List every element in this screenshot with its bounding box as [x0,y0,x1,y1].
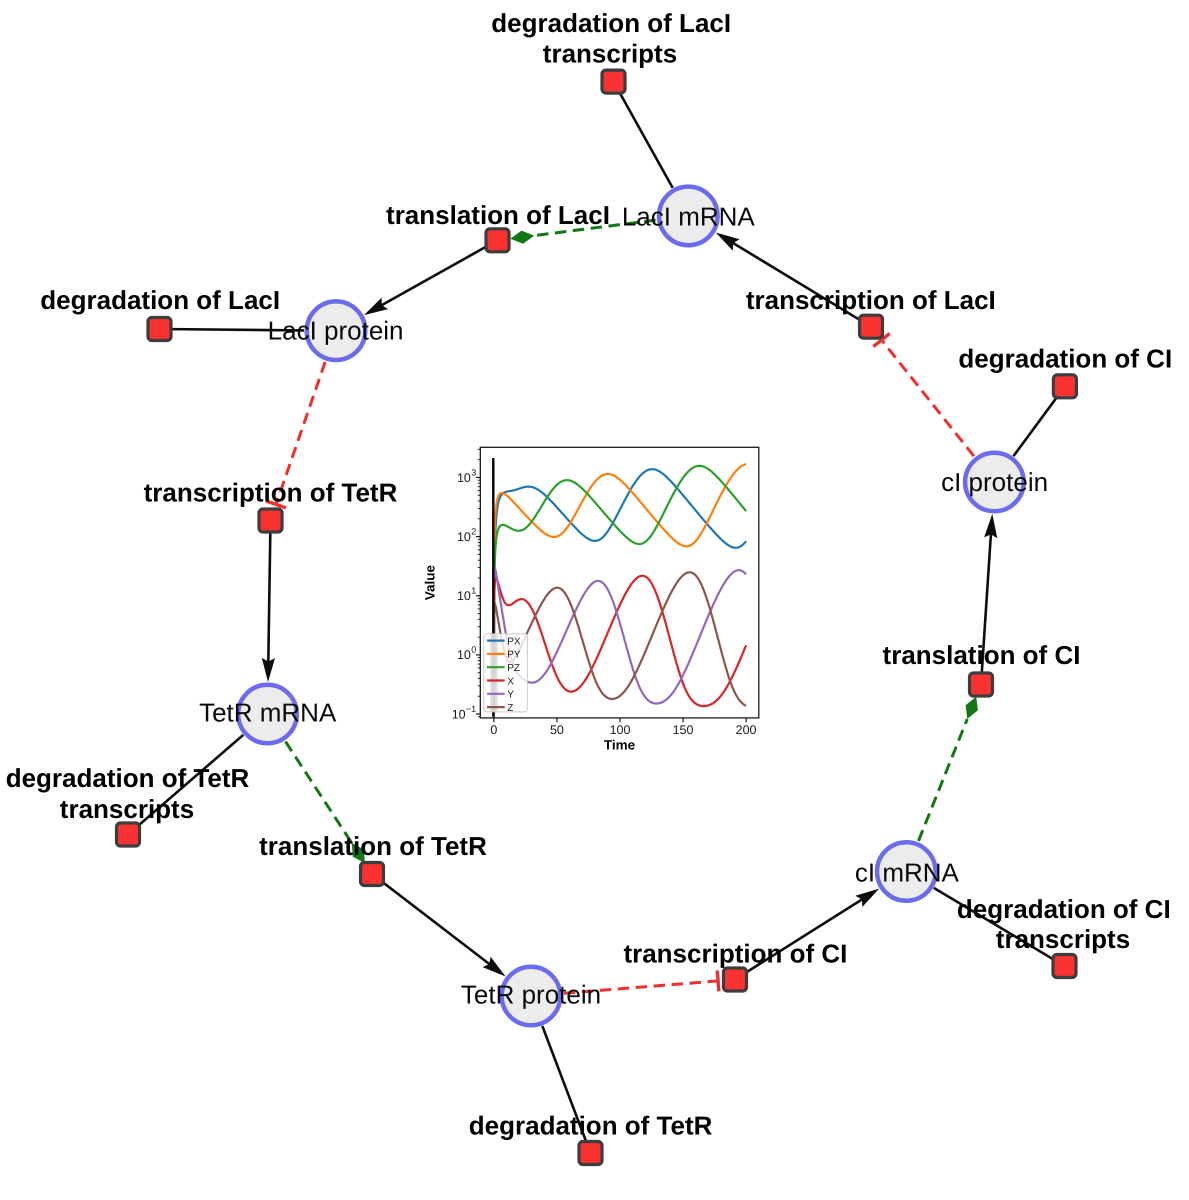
svg-text:0: 0 [490,723,497,737]
svg-text:Time: Time [604,738,636,753]
svg-text:2: 2 [471,526,476,536]
svg-text:50: 50 [550,723,564,737]
svg-text:degradation of LacI: degradation of LacI [40,285,280,315]
svg-text:transcripts: transcripts [996,924,1130,954]
svg-text:transcription of CI: transcription of CI [623,938,847,968]
svg-text:LacI protein: LacI protein [268,315,404,345]
svg-text:cI mRNA: cI mRNA [855,858,960,888]
svg-text:10: 10 [457,648,471,662]
svg-text:transcripts: transcripts [60,794,194,824]
svg-text:degradation of TetR: degradation of TetR [6,763,250,793]
svg-text:LacI mRNA: LacI mRNA [622,202,756,232]
svg-text:10: 10 [457,530,471,544]
svg-text:100: 100 [610,723,631,737]
svg-text:0: 0 [471,645,476,655]
svg-text:cI protein: cI protein [941,467,1048,497]
svg-text:transcription of TetR: transcription of TetR [144,477,398,507]
svg-text:degradation of LacI: degradation of LacI [491,8,731,38]
svg-text:3: 3 [471,467,476,477]
svg-text:1: 1 [471,586,476,596]
svg-text:degradation of CI: degradation of CI [958,344,1172,374]
svg-text:150: 150 [673,723,694,737]
svg-text:degradation of CI: degradation of CI [957,894,1171,924]
svg-text:degradation of TetR: degradation of TetR [469,1110,713,1140]
svg-text:Z: Z [507,703,513,714]
svg-text:PY: PY [507,650,521,661]
svg-text:translation of TetR: translation of TetR [259,831,487,861]
svg-text:translation of LacI: translation of LacI [386,200,610,230]
svg-text:transcripts: transcripts [543,39,677,69]
svg-text:PX: PX [507,636,521,647]
svg-text:10: 10 [457,589,471,603]
svg-text:TetR mRNA: TetR mRNA [199,698,337,728]
svg-text:−1: −1 [466,704,476,714]
svg-text:200: 200 [736,723,757,737]
svg-text:transcription of LacI: transcription of LacI [746,285,996,315]
svg-text:PZ: PZ [507,663,520,674]
svg-text:Value: Value [423,564,438,600]
svg-text:10: 10 [452,707,466,721]
svg-text:X: X [507,676,514,687]
svg-text:10: 10 [457,471,471,485]
svg-text:TetR protein: TetR protein [461,980,601,1010]
svg-text:translation of CI: translation of CI [883,640,1081,670]
svg-text:Y: Y [507,690,514,701]
